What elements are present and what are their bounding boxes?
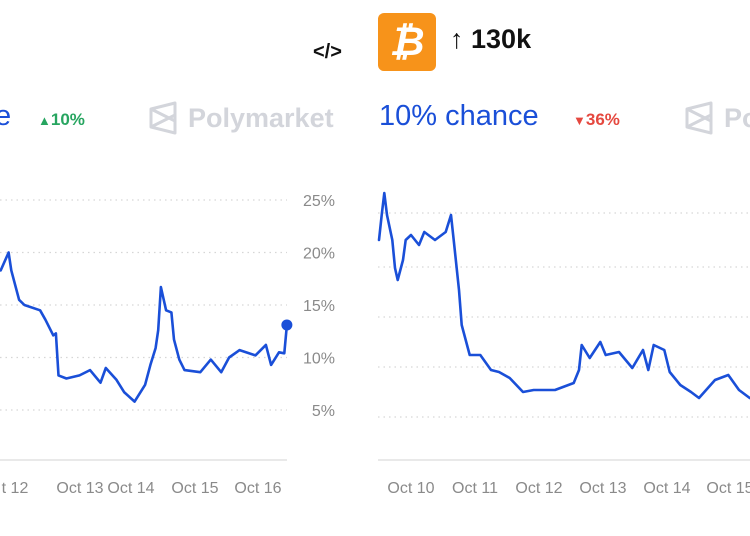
triangle-down-icon: ▼ xyxy=(573,113,586,128)
y-tick-label: 5% xyxy=(312,403,335,420)
polymarket-wordmark: Polymarket xyxy=(188,102,334,133)
right-change-badge: ▼36% xyxy=(573,110,620,130)
x-tick-label: Oct 15 xyxy=(171,480,218,497)
y-tick-label: 20% xyxy=(303,246,335,263)
right-change-value: 36% xyxy=(585,110,620,129)
x-tick-label: Oct 16 xyxy=(234,480,281,497)
left-chance-title: e xyxy=(0,100,12,132)
bitcoin-icon: ₿ xyxy=(378,13,436,71)
y-tick-label: 25% xyxy=(303,193,335,210)
x-tick-label: t 12 xyxy=(2,480,29,497)
target-value: 130k xyxy=(471,24,532,54)
x-tick-label: Oct 11 xyxy=(452,480,498,497)
y-tick-label: 15% xyxy=(303,298,335,315)
x-tick-label: Oct 14 xyxy=(643,480,690,497)
series-line xyxy=(377,191,750,400)
left-change-value: 10% xyxy=(50,110,85,129)
x-tick-label: Oct 10 xyxy=(387,480,434,497)
x-tick-label: Oct 12 xyxy=(515,480,562,497)
x-tick-label: Oct 13 xyxy=(579,480,626,497)
right-polymarket-logo[interactable]: Po xyxy=(684,101,750,135)
left-change-badge: ▲10% xyxy=(38,110,85,130)
left-polymarket-logo[interactable]: Polymarket xyxy=(148,101,334,135)
current-value-dot xyxy=(281,319,293,331)
x-tick-label: Oct 15 xyxy=(706,480,750,497)
arrow-up-icon: ↑ xyxy=(450,24,464,54)
market-target: ↑ 130k xyxy=(450,24,531,55)
polymarket-wordmark: Po xyxy=(724,102,750,133)
polymarket-icon xyxy=(149,101,177,135)
polymarket-icon xyxy=(685,101,713,135)
triangle-up-icon: ▲ xyxy=(38,113,51,128)
code-embed-icon[interactable]: </> xyxy=(313,41,342,63)
y-tick-label: 10% xyxy=(303,351,335,368)
right-chance-title: 10% chance xyxy=(379,100,539,132)
x-tick-label: Oct 14 xyxy=(107,480,154,497)
x-tick-label: Oct 13 xyxy=(56,480,103,497)
series-line xyxy=(0,251,289,403)
